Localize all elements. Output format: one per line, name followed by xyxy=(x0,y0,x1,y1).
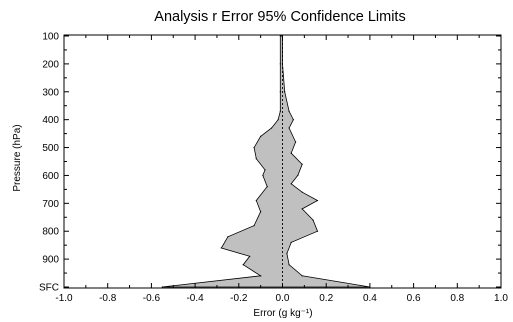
upper-limit-point xyxy=(301,208,303,210)
x-tick-label: -0.4 xyxy=(186,293,204,304)
y-tick-label: 300 xyxy=(42,87,59,98)
x-tick-label: 0.8 xyxy=(450,293,464,304)
y-tick-label: 100 xyxy=(42,32,59,43)
lower-limit-point xyxy=(255,158,257,160)
x-tick-label: -1.0 xyxy=(55,293,73,304)
upper-limit-point xyxy=(301,191,303,193)
lower-limit-point xyxy=(220,247,222,249)
lower-limit-point xyxy=(260,211,262,213)
x-tick-label: -0.6 xyxy=(143,293,161,304)
x-tick-label: 0.2 xyxy=(319,293,333,304)
lower-limit-point xyxy=(253,146,255,149)
upper-limit-point xyxy=(286,252,288,255)
lower-limit-point xyxy=(249,255,251,257)
upper-limit-point xyxy=(301,163,303,165)
upper-limit-point xyxy=(295,141,297,143)
upper-limit-point xyxy=(288,127,290,129)
y-tick-label: 500 xyxy=(42,143,59,154)
plot-area xyxy=(161,35,371,288)
y-tick-label: 900 xyxy=(42,255,59,266)
upper-limit-point xyxy=(290,241,292,243)
x-tick-label: 1.0 xyxy=(494,293,508,304)
x-tick-label: 0.0 xyxy=(276,293,290,304)
lower-limit-point xyxy=(242,264,244,266)
y-tick-label: 800 xyxy=(42,227,59,238)
upper-limit-point xyxy=(292,119,295,121)
lower-limit-point xyxy=(260,275,262,277)
lower-limit-point xyxy=(279,63,281,65)
upper-limit-point xyxy=(297,174,299,177)
x-axis-label: Error (g kg⁻¹) xyxy=(253,308,312,319)
lower-limit-point xyxy=(277,119,279,121)
lower-limit-point xyxy=(253,225,255,227)
y-tick-label: 200 xyxy=(42,59,59,70)
lower-limit-point xyxy=(260,135,262,137)
y-axis: 100 200 300 400 500 600 700 800 900 SFC xyxy=(39,32,501,294)
y-tick-label: SFC xyxy=(39,283,59,294)
y-tick-label: 400 xyxy=(42,115,59,126)
upper-limit-point xyxy=(290,152,292,154)
upper-limit-point xyxy=(290,183,292,185)
y-tick-label: 600 xyxy=(42,171,59,182)
chart-title: Analysis r Error 95% Confidence Limits xyxy=(154,9,405,25)
upper-limit-point xyxy=(288,110,290,112)
y-tick-label: 700 xyxy=(42,199,59,210)
upper-limit-point xyxy=(301,275,303,277)
upper-limit-point xyxy=(316,230,319,232)
upper-limit-point xyxy=(312,219,314,221)
y-axis-label: Pressure (hPa) xyxy=(12,124,23,191)
lower-limit-point xyxy=(161,286,163,288)
upper-limit-point xyxy=(284,91,286,93)
lower-limit-point xyxy=(264,169,266,171)
upper-limit-point xyxy=(288,264,290,266)
lower-limit-point xyxy=(227,236,229,238)
lower-limit-point xyxy=(279,91,281,93)
lower-limit-point xyxy=(255,199,257,202)
lower-limit-point xyxy=(262,174,264,177)
x-tick-label: -0.2 xyxy=(230,293,248,304)
lower-limit-point xyxy=(270,127,273,129)
x-tick-label: -0.8 xyxy=(99,293,117,304)
x-tick-label: 0.4 xyxy=(363,293,377,304)
lower-limit-point xyxy=(279,110,281,112)
x-tick-label: 0.6 xyxy=(407,293,421,304)
lower-limit-point xyxy=(279,35,281,37)
x-axis: -1.0 -0.8 -0.6 -0.4 -0.2 0.0 0.2 0.4 0.6 0.8 1.0 xyxy=(55,35,508,304)
lower-limit-point xyxy=(266,186,268,188)
upper-limit-point xyxy=(316,199,319,202)
